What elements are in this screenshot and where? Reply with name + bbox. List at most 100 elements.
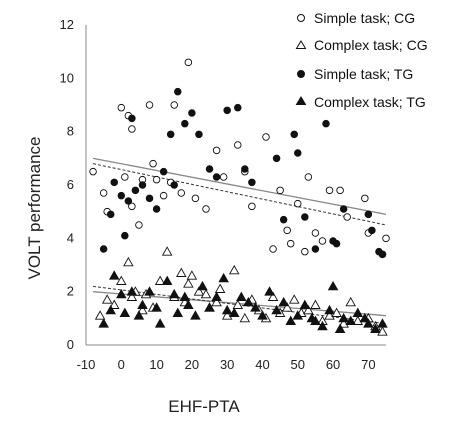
point-filled-circle bbox=[159, 167, 168, 176]
point-filled-circle bbox=[364, 210, 373, 219]
point-filled-circle bbox=[195, 130, 203, 139]
point-filled-circle bbox=[223, 106, 231, 115]
y-tick-label: 0 bbox=[67, 337, 74, 352]
point-filled-triangle bbox=[310, 315, 321, 325]
point-filled-circle bbox=[248, 178, 256, 187]
x-tick-label: 40 bbox=[255, 357, 269, 372]
point-filled-triangle bbox=[172, 307, 184, 317]
point-open-triangle bbox=[377, 326, 388, 336]
legend-label: Simple task; CG bbox=[314, 10, 415, 26]
axes-layer bbox=[85, 25, 386, 346]
point-filled-triangle bbox=[257, 310, 268, 320]
point-open-circle bbox=[336, 186, 344, 195]
point-filled-triangle bbox=[116, 288, 127, 299]
point-filled-triangle bbox=[228, 307, 240, 317]
point-open-circle bbox=[135, 221, 143, 229]
point-filled-circle bbox=[322, 119, 330, 128]
point-filled-circle bbox=[131, 186, 140, 195]
point-filled-triangle bbox=[108, 270, 120, 280]
legend-marker-open-circle bbox=[297, 14, 305, 22]
y-axis-title: VOLT performance bbox=[25, 137, 44, 280]
point-filled-triangle bbox=[352, 307, 364, 317]
point-filled-triangle bbox=[133, 310, 145, 320]
point-open-triangle bbox=[228, 264, 240, 275]
point-open-triangle bbox=[108, 299, 120, 309]
y-tick-label: 2 bbox=[67, 284, 74, 299]
point-open-circle bbox=[128, 125, 136, 133]
point-open-triangle bbox=[303, 304, 314, 315]
legend-item-complex-tg: Complex task; TG bbox=[295, 94, 426, 110]
point-open-triangle bbox=[176, 267, 187, 277]
point-filled-circle bbox=[378, 250, 387, 259]
legend-item-complex-cg: Complex task; CG bbox=[295, 37, 428, 53]
point-open-triangle bbox=[352, 315, 364, 325]
point-filled-circle bbox=[170, 181, 178, 189]
point-open-circle bbox=[89, 167, 97, 176]
point-open-circle bbox=[99, 189, 108, 197]
point-filled-triangle bbox=[211, 291, 222, 301]
y-tick-labels: 0 2 4 6 8 10 12 bbox=[60, 17, 74, 352]
point-filled-triangle bbox=[137, 299, 148, 309]
point-filled-triangle bbox=[292, 310, 304, 320]
point-filled-triangle bbox=[345, 315, 356, 325]
point-open-triangle bbox=[123, 256, 134, 267]
point-filled-triangle bbox=[278, 296, 289, 307]
point-filled-circle bbox=[174, 87, 182, 96]
point-open-triangle bbox=[324, 310, 335, 320]
point-filled-triangle bbox=[243, 296, 254, 307]
legend-label: Simple task; TG bbox=[314, 66, 413, 82]
x-tick-label: -10 bbox=[77, 357, 96, 372]
y-tick-label: 12 bbox=[60, 17, 74, 32]
point-filled-circle bbox=[117, 191, 126, 200]
point-filled-triangle bbox=[250, 302, 261, 312]
point-filled-circle bbox=[152, 205, 161, 213]
point-filled-circle bbox=[124, 197, 133, 205]
x-tick-label: 30 bbox=[220, 357, 234, 372]
point-filled-triangle bbox=[299, 299, 311, 309]
point-open-circle bbox=[382, 234, 390, 243]
point-open-triangle bbox=[101, 294, 113, 304]
point-filled-triangle bbox=[218, 272, 229, 283]
point-open-triangle bbox=[214, 283, 226, 293]
legend-label: Complex task; TG bbox=[314, 94, 426, 110]
point-filled-triangle bbox=[204, 302, 215, 312]
point-filled-triangle bbox=[98, 318, 109, 328]
point-filled-triangle bbox=[327, 280, 339, 291]
point-filled-triangle bbox=[197, 280, 208, 291]
trendline-dashed bbox=[92, 163, 387, 226]
x-tick-label: 50 bbox=[291, 357, 305, 372]
point-open-circle bbox=[191, 194, 200, 203]
legend-item-simple-tg: Simple task; TG bbox=[297, 66, 413, 82]
point-open-circle bbox=[286, 239, 295, 248]
point-filled-circle bbox=[121, 231, 129, 240]
point-filled-triangle bbox=[317, 320, 328, 331]
point-filled-circle bbox=[106, 210, 115, 219]
point-filled-triangle bbox=[377, 318, 388, 328]
point-open-triangle bbox=[331, 307, 342, 317]
point-filled-circle bbox=[279, 215, 288, 224]
point-open-triangle bbox=[137, 304, 148, 315]
point-open-circle bbox=[117, 103, 126, 112]
point-filled-circle bbox=[272, 154, 281, 163]
point-open-circle bbox=[294, 199, 302, 208]
point-filled-circle bbox=[145, 194, 154, 203]
point-filled-triangle bbox=[119, 307, 131, 317]
point-open-triangle bbox=[239, 312, 251, 323]
point-filled-triangle bbox=[264, 286, 275, 296]
data-points-layer bbox=[89, 58, 390, 336]
trendline-solid bbox=[92, 157, 387, 215]
y-tick-label: 6 bbox=[67, 177, 74, 192]
point-open-circle bbox=[318, 237, 327, 245]
point-open-circle bbox=[202, 205, 210, 213]
point-filled-triangle bbox=[359, 312, 371, 323]
point-open-triangle bbox=[154, 275, 166, 285]
point-open-circle bbox=[262, 133, 270, 141]
x-tick-label: 60 bbox=[326, 357, 340, 372]
point-open-circle bbox=[121, 173, 129, 181]
point-filled-triangle bbox=[363, 318, 374, 328]
point-open-triangle bbox=[161, 246, 173, 256]
point-open-circle bbox=[343, 213, 351, 221]
x-axis-title: EHF-PTA bbox=[168, 397, 240, 416]
point-filled-circle bbox=[110, 178, 118, 187]
point-filled-circle bbox=[166, 130, 175, 139]
